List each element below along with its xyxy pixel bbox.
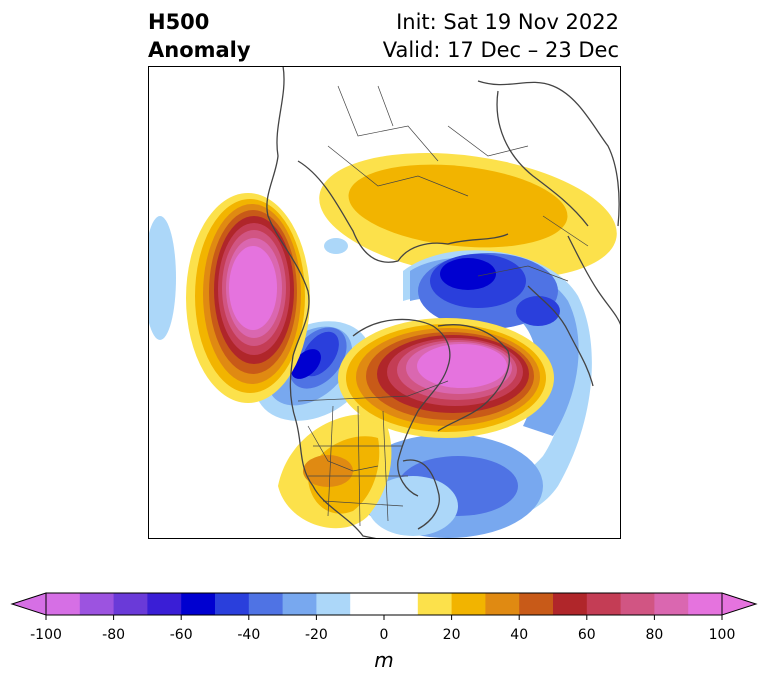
eastern-us-trough-anomaly	[353, 434, 543, 538]
anomaly-map	[148, 66, 621, 539]
political-borders	[297, 85, 589, 527]
colorbar-tick-label: -80	[102, 627, 125, 643]
init-date: Init: Sat 19 Nov 2022	[396, 10, 619, 34]
colorbar-swatch	[586, 593, 622, 615]
colorbar-tick-label: -20	[305, 627, 328, 643]
title-right: Init: Sat 19 Nov 2022 Valid: 17 Dec – 23…	[383, 8, 619, 64]
western-us-ridge-anomaly	[278, 414, 392, 529]
west-edge-negative-anomaly	[148, 216, 176, 340]
colorbar-tick-label: 0	[380, 627, 389, 643]
colorbar-swatch	[451, 593, 486, 615]
colorbar: -100 -80 -60 -40 -20 0 20 40 60 80 100 m	[10, 592, 758, 672]
colorbar-tick-label: -60	[170, 627, 193, 643]
colorbar-swatch	[384, 593, 419, 615]
map-frame	[148, 66, 621, 539]
title-left: H500 Anomaly	[148, 8, 251, 64]
colorbar-swatch	[417, 593, 453, 615]
northeast-canada-ridge-anomaly	[338, 318, 554, 438]
colorbar-swatch	[181, 593, 216, 615]
west-pacific-ridge-anomaly	[186, 193, 310, 403]
colorbar-swatch	[113, 593, 148, 615]
colorbar-swatch	[46, 593, 81, 615]
title-anomaly: Anomaly	[148, 38, 251, 62]
colorbar-extend-min	[10, 592, 47, 616]
colorbar-unit-label: m	[374, 648, 393, 672]
colorbar-swatch	[350, 593, 385, 615]
colorbar-tick-label: -40	[237, 627, 260, 643]
colorbar-swatch	[485, 593, 520, 615]
colorbar-extend-max	[721, 592, 758, 616]
colorbar-swatch	[620, 593, 655, 615]
siberia-ridge-anomaly	[319, 153, 617, 279]
colorbar-ticks: -100 -80 -60 -40 -20 0 20 40 60 80 100	[30, 615, 735, 643]
coastlines	[266, 66, 621, 539]
colorbar-swatch	[688, 593, 723, 615]
colorbar-swatch	[316, 593, 351, 615]
valid-range: Valid: 17 Dec – 23 Dec	[382, 38, 619, 62]
colorbar-swatch	[654, 593, 689, 615]
colorbar-boxes	[46, 593, 723, 615]
colorbar-swatch	[519, 593, 554, 615]
colorbar-swatch	[248, 593, 284, 615]
colorbar-tick-label: 80	[645, 627, 663, 643]
colorbar-swatch	[79, 593, 115, 615]
colorbar-tick-label: 20	[443, 627, 461, 643]
title-variable: H500	[148, 10, 210, 34]
colorbar-swatch	[215, 593, 250, 615]
colorbar-tick-label: 40	[510, 627, 528, 643]
colorbar-tick-label: -100	[30, 627, 62, 643]
colorbar-swatch	[553, 593, 588, 615]
colorbar-swatch	[282, 593, 317, 615]
colorbar-tick-label: 60	[578, 627, 596, 643]
colorbar-tick-label: 100	[709, 627, 736, 643]
colorbar-swatch	[147, 593, 182, 615]
